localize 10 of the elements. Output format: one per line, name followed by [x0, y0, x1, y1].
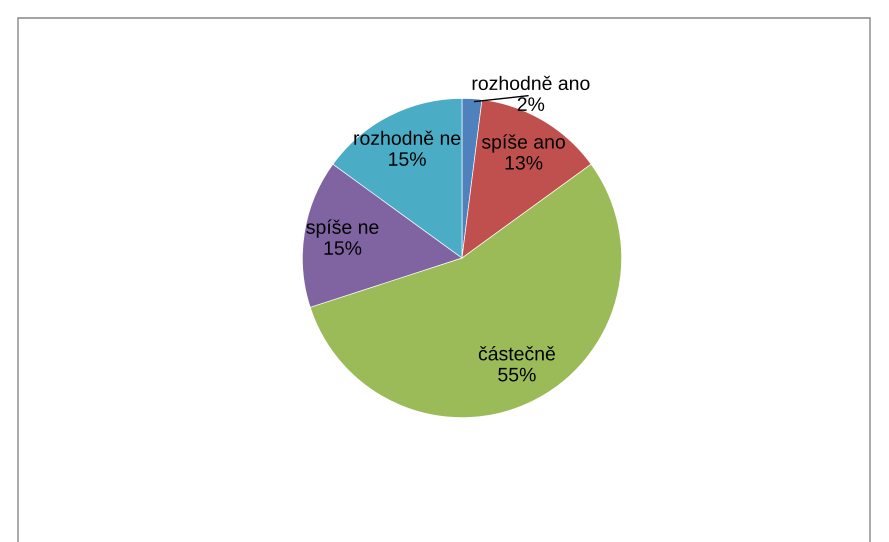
slice-label: spíše ano [482, 134, 565, 153]
slice-label: spíše ne [306, 219, 378, 238]
data-label: 2% [518, 97, 544, 111]
data-label: 13% [506, 156, 542, 170]
data-label: 15% [324, 241, 362, 255]
slice-label: rozhodně ano [472, 76, 590, 90]
slice-label: rozhodně ne [354, 130, 460, 145]
data-label: 15% [389, 152, 426, 166]
data-label: 55% [498, 368, 536, 382]
slice-label: částečně [478, 346, 555, 361]
